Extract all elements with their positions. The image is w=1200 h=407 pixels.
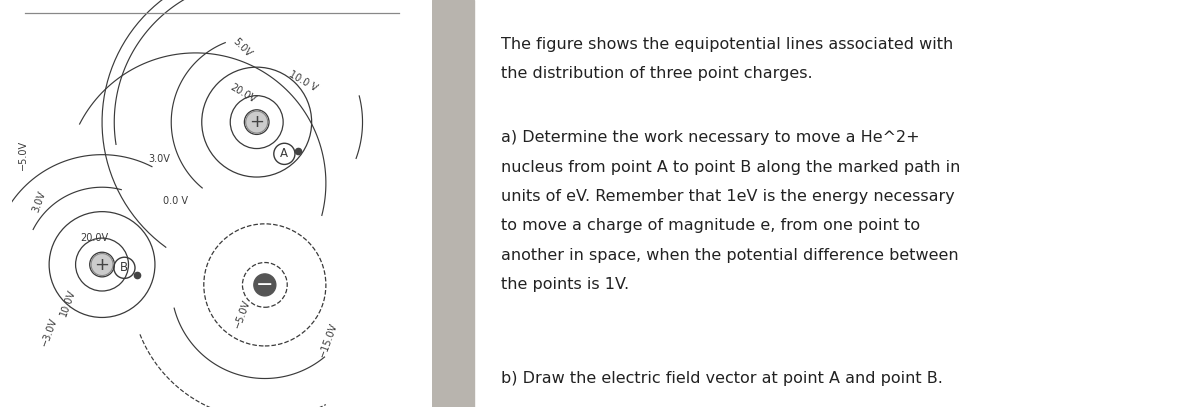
Text: a) Determine the work necessary to move a He^2+: a) Determine the work necessary to move …: [502, 130, 919, 145]
Text: 0.0 V: 0.0 V: [163, 197, 188, 206]
Circle shape: [246, 111, 268, 133]
Text: 5.0V: 5.0V: [232, 36, 253, 59]
Text: −5.0V: −5.0V: [233, 298, 252, 329]
Text: 10.0V: 10.0V: [58, 288, 77, 318]
Text: nucleus from point A to point B along the marked path in: nucleus from point A to point B along th…: [502, 160, 960, 175]
Text: −3.0V: −3.0V: [40, 316, 59, 348]
Circle shape: [254, 274, 276, 296]
Text: to move a charge of magnitude e, from one point to: to move a charge of magnitude e, from on…: [502, 218, 920, 233]
Text: +: +: [95, 256, 109, 274]
Text: the distribution of three point charges.: the distribution of three point charges.: [502, 66, 812, 81]
Text: the points is 1V.: the points is 1V.: [502, 277, 629, 292]
Circle shape: [91, 254, 113, 276]
Text: 20.0V: 20.0V: [228, 82, 257, 105]
Text: units of eV. Remember that 1eV is the energy necessary: units of eV. Remember that 1eV is the en…: [502, 189, 955, 204]
Text: another in space, when the potential difference between: another in space, when the potential dif…: [502, 247, 959, 263]
Text: The figure shows the equipotential lines associated with: The figure shows the equipotential lines…: [502, 37, 953, 52]
Text: 10.0 V: 10.0 V: [287, 68, 319, 93]
Text: A: A: [281, 147, 288, 160]
Text: 3.0V: 3.0V: [148, 154, 170, 164]
Text: +: +: [250, 113, 264, 131]
Text: 20.0V: 20.0V: [80, 233, 108, 243]
Text: B: B: [120, 261, 128, 274]
Text: 3.0V: 3.0V: [30, 190, 47, 213]
Text: −5.0V: −5.0V: [18, 140, 28, 170]
Text: b) Draw the electric field vector at point A and point B.: b) Draw the electric field vector at poi…: [502, 371, 943, 386]
Text: −15.0V: −15.0V: [317, 321, 338, 359]
Bar: [432, 0, 474, 407]
Text: −: −: [256, 275, 274, 295]
